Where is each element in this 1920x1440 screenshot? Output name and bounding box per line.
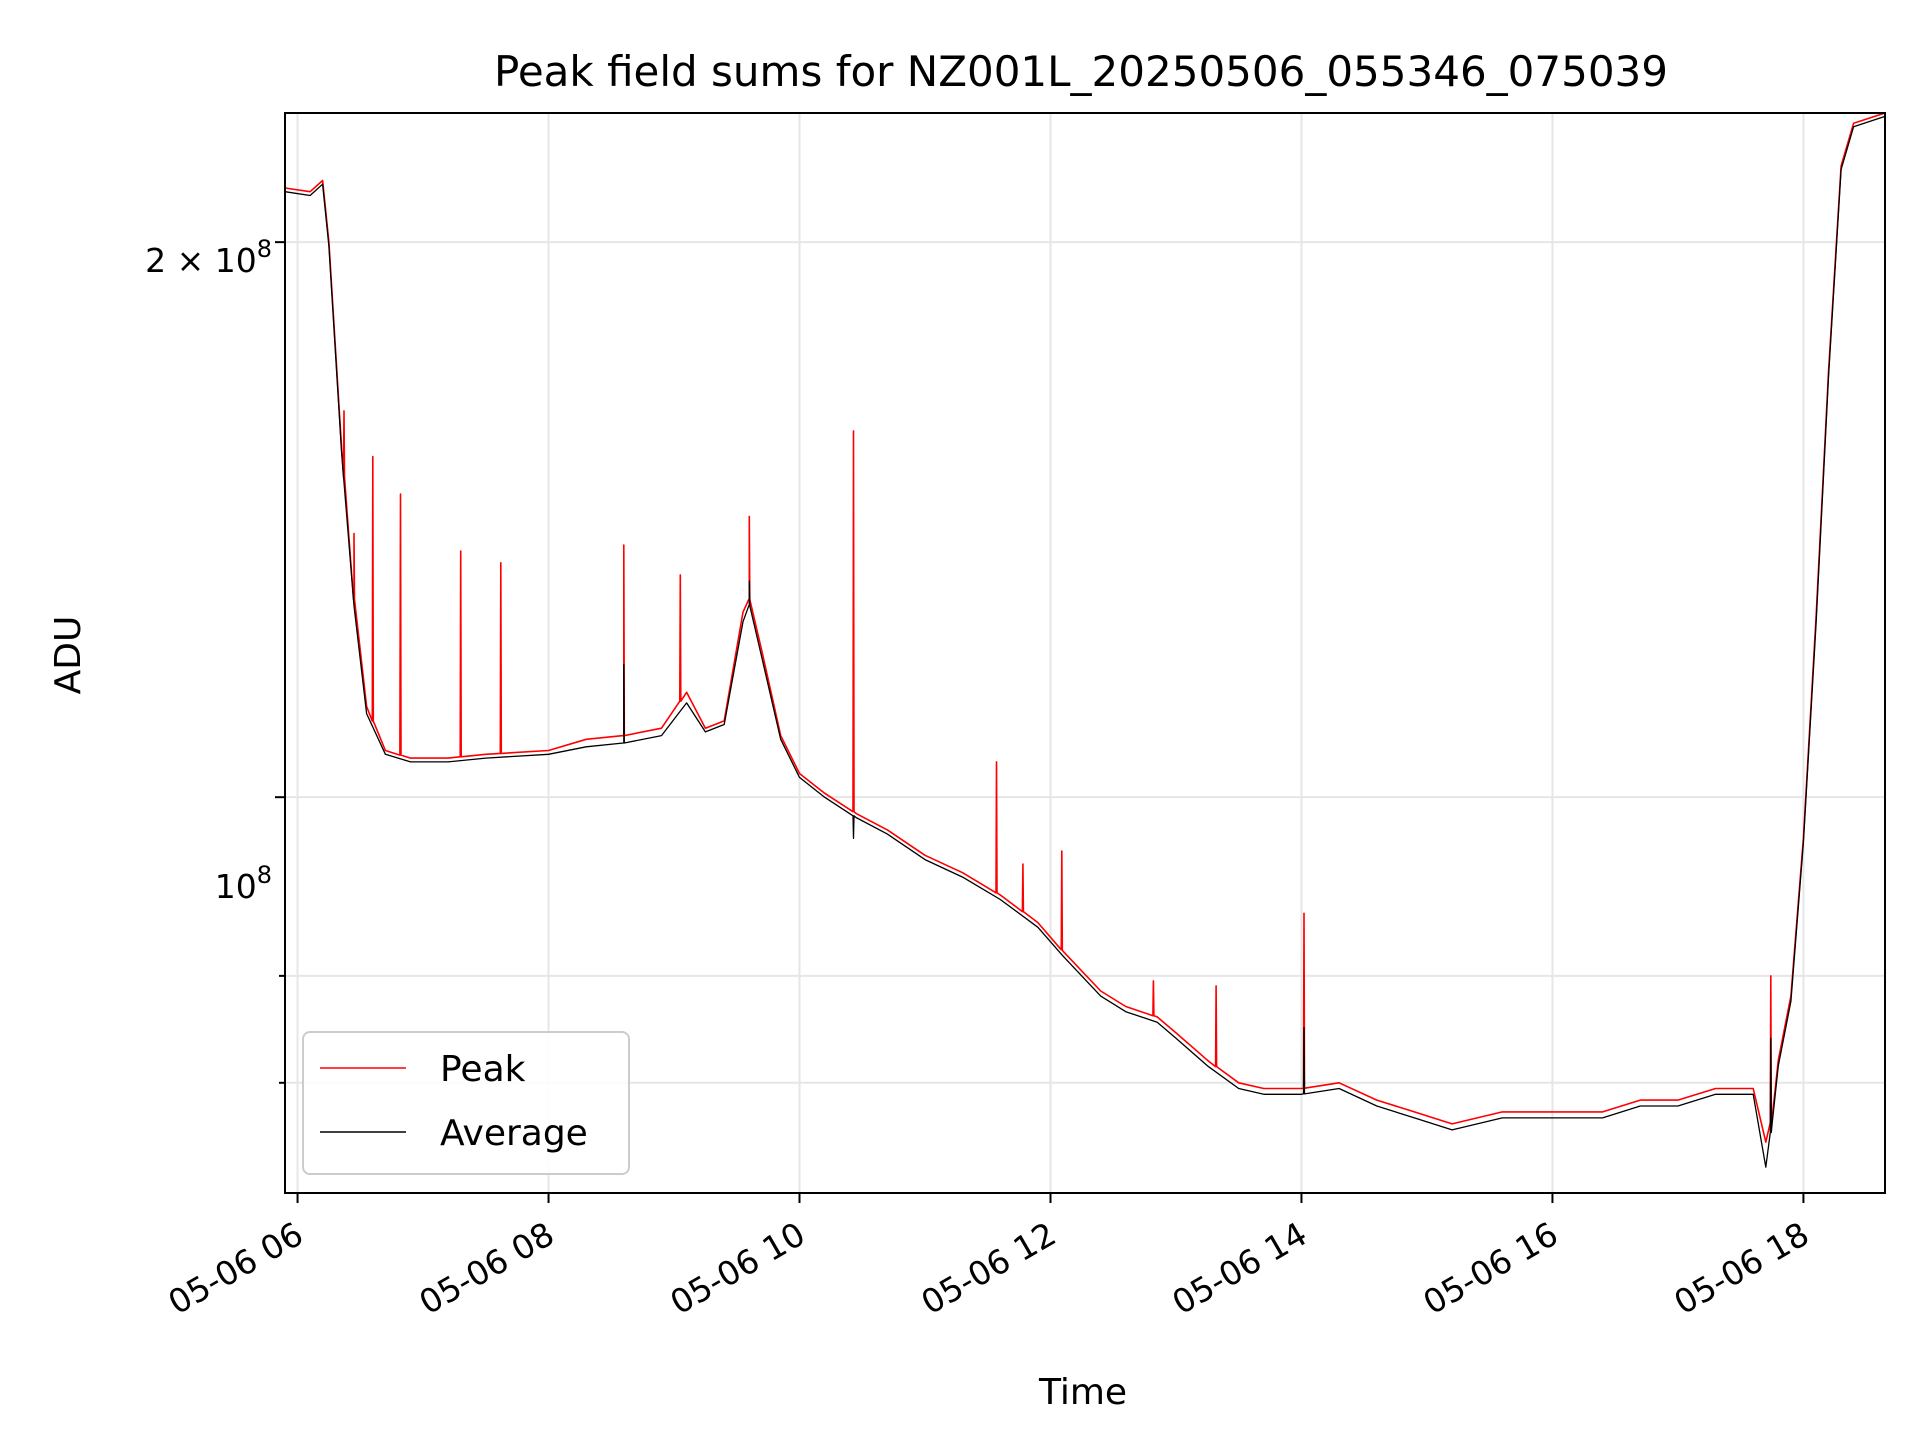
- series-line-average: [284, 115, 1886, 1168]
- y-tick-label-1e8: 108: [215, 861, 272, 906]
- y-tick-label-2e8: 2 × 108: [145, 235, 272, 280]
- legend-label-average: Average: [440, 1113, 588, 1154]
- plot-series: [284, 112, 1886, 1168]
- y-axis-label: ADU: [48, 616, 89, 695]
- chart-title: Peak field sums for NZ001L_20250506_0553…: [494, 47, 1668, 96]
- legend: Peak Average: [302, 1031, 630, 1175]
- grid-lines: [285, 113, 1885, 1193]
- y-axis: [275, 241, 285, 1084]
- series-line-peak: [284, 112, 1886, 1143]
- legend-label-peak: Peak: [440, 1049, 526, 1090]
- x-axis-label: Time: [1038, 1372, 1127, 1413]
- plot-frame: [284, 112, 1886, 1194]
